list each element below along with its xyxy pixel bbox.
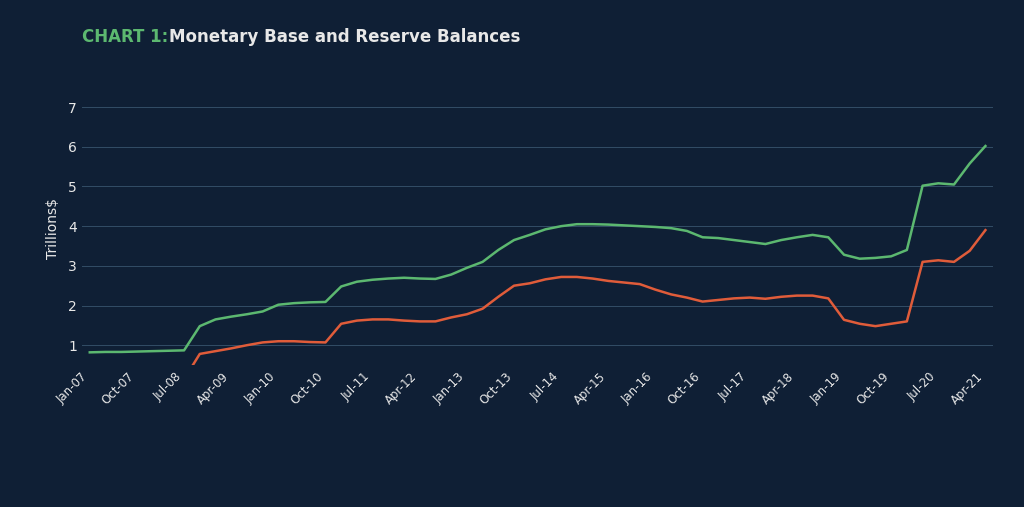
Text: CHART 1:: CHART 1: [82,27,179,46]
Text: Monetary Base and Reserve Balances: Monetary Base and Reserve Balances [169,27,520,46]
Y-axis label: Trillions$: Trillions$ [46,198,59,259]
